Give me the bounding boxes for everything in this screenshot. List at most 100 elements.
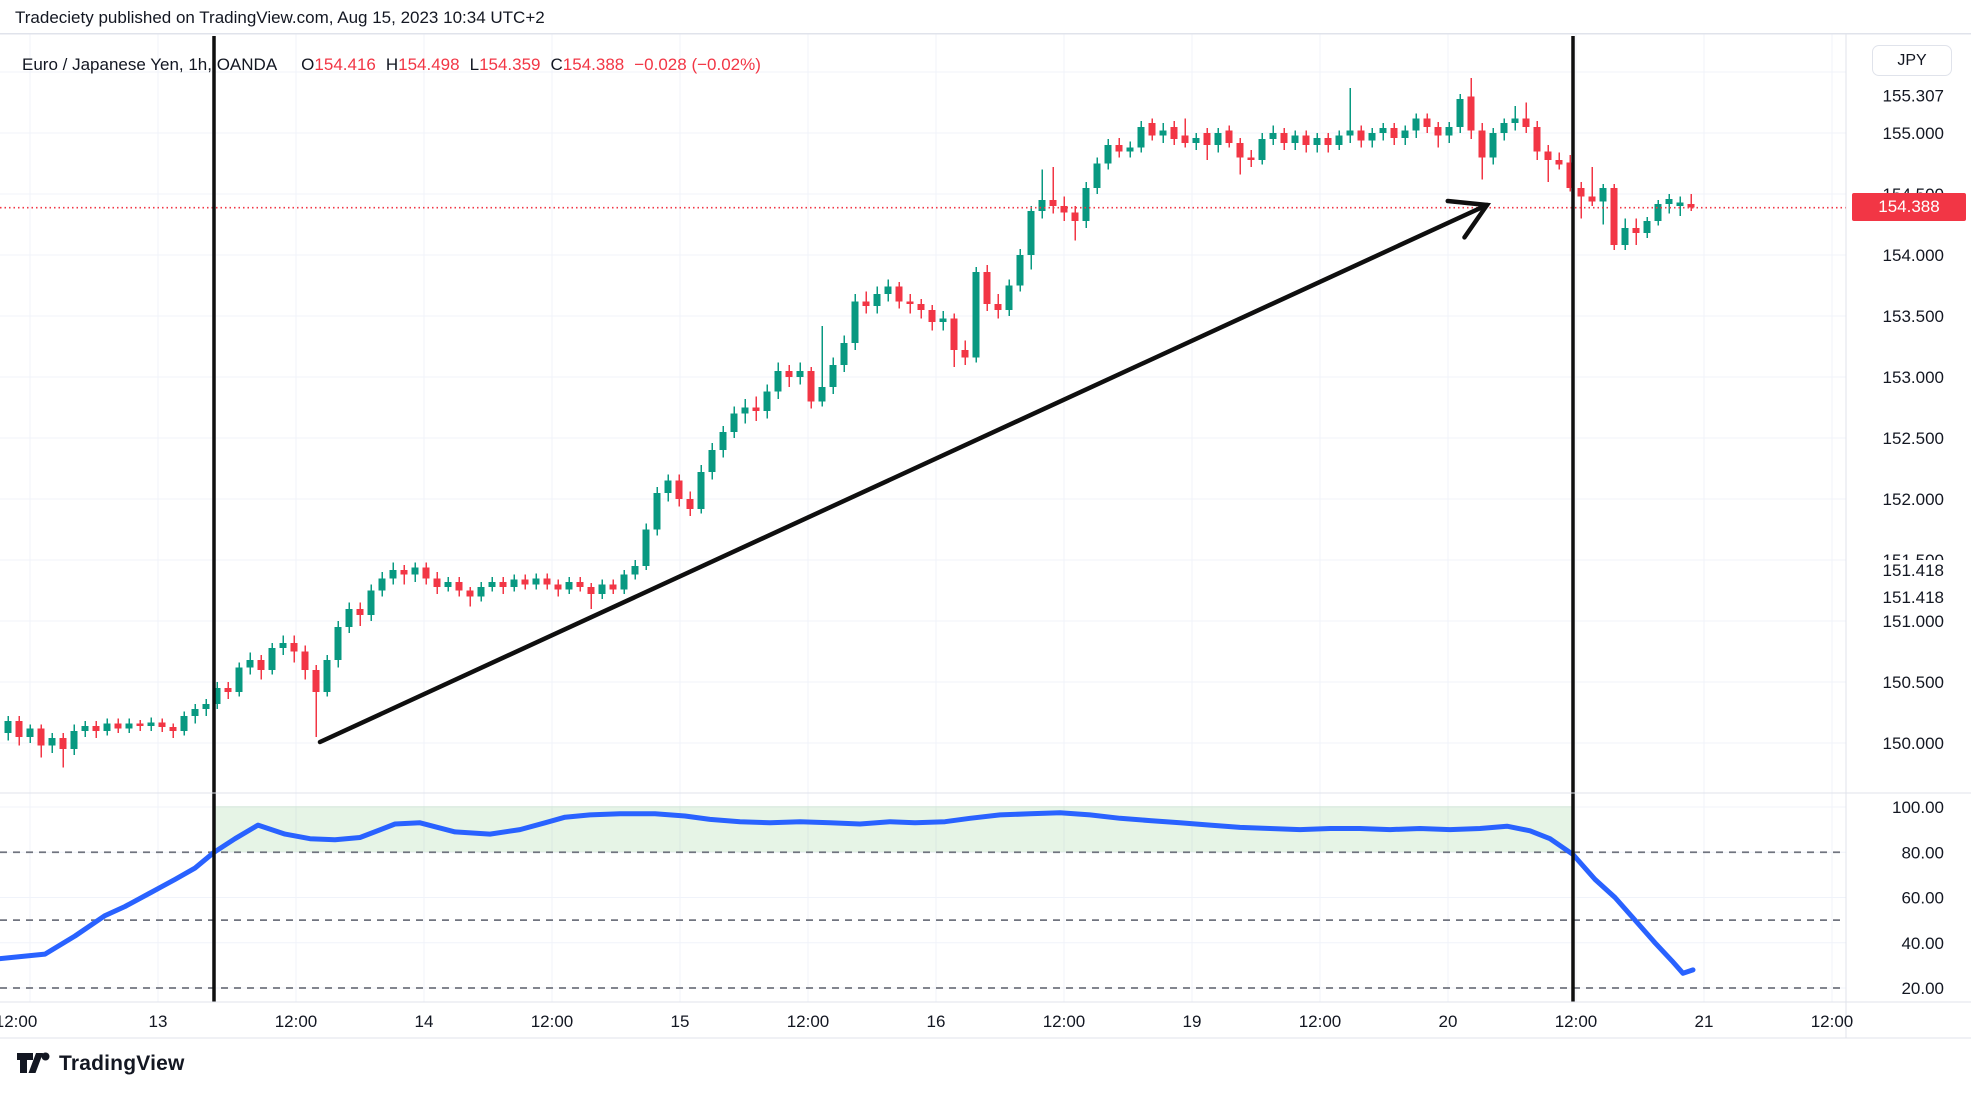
candle-body [48, 738, 56, 746]
price-axis-label: 152.500 [1883, 429, 1944, 448]
axis-label-bg [1850, 489, 1967, 509]
candle-body [455, 581, 463, 591]
candle-body [763, 391, 771, 412]
axis-label-bg [1850, 306, 1967, 326]
time-axis-label: 12:00 [1811, 1012, 1854, 1031]
oscillator-line [0, 810, 1696, 976]
candle-body [1599, 187, 1607, 202]
ohlc-high-label: H [385, 55, 399, 74]
candle-body [576, 581, 584, 587]
candle-body [136, 723, 144, 726]
candle-body [37, 728, 45, 746]
symbol-legend[interactable]: Euro / Japanese Yen, 1h, OANDA O154.416 H1… [22, 55, 761, 75]
candle-body [1588, 196, 1596, 202]
candle-body [829, 364, 837, 387]
candle-body [1280, 133, 1288, 143]
time-axis-label: 20 [1439, 1012, 1458, 1031]
candle-body [59, 738, 67, 750]
candle-body [1500, 123, 1508, 133]
oscillator-axis-label: 60.00 [1901, 889, 1944, 908]
candle-body [774, 370, 782, 392]
candle-body [675, 480, 683, 499]
candle-body [1566, 162, 1574, 188]
candle-body [862, 301, 870, 307]
candle-body [323, 660, 331, 692]
candle-body [1423, 118, 1431, 127]
candle-body [796, 370, 804, 377]
ohlc-low-value: 154.359 [479, 55, 541, 74]
candle-body [1654, 203, 1662, 221]
candle-body [1038, 200, 1046, 212]
tradingview-attribution[interactable]: TradingView [16, 1052, 185, 1076]
oscillator-axis-label: 100.00 [1892, 798, 1944, 817]
ohlc-high-value: 154.498 [398, 55, 460, 74]
candle-body [741, 407, 749, 414]
candle-body [70, 730, 78, 750]
candle-body [1214, 133, 1222, 146]
candle-body [807, 370, 815, 402]
candle-body [895, 286, 903, 302]
time-axis-label: 16 [927, 1012, 946, 1031]
candle-body [477, 586, 485, 597]
candle-body [631, 566, 639, 575]
candle-body [972, 272, 980, 358]
price-axis-label: 153.000 [1883, 368, 1944, 387]
candle-body [1236, 142, 1244, 158]
candle-body [1071, 212, 1079, 221]
axis-label-bg [1850, 367, 1967, 387]
price-axis-label: 150.500 [1883, 673, 1944, 692]
price-axis-label: 153.500 [1883, 307, 1944, 326]
ohlc-open-label: O [301, 55, 315, 74]
candle-body [411, 567, 419, 575]
candle-body [1445, 126, 1453, 136]
candle-body [1313, 137, 1321, 146]
candle-body [444, 581, 452, 587]
candle-body [543, 578, 551, 585]
candle-body [367, 590, 375, 615]
time-axis-label: 12:00 [0, 1012, 37, 1031]
candle-body [1082, 187, 1090, 221]
trend-arrow-line[interactable] [317, 202, 1490, 745]
symbol-title[interactable]: Euro / Japanese Yen, 1h, OANDA [22, 55, 278, 74]
candlestick-series [4, 78, 1695, 768]
candle-body [1093, 163, 1101, 188]
candle-body [125, 723, 133, 729]
candle-body [785, 370, 793, 377]
candle-body [873, 294, 881, 307]
publish-note-bar: Tradeciety published on TradingView.com,… [0, 0, 1971, 34]
candle-body [917, 303, 925, 310]
tradingview-logo-icon [17, 1052, 50, 1073]
candle-body [81, 725, 89, 731]
candle-body [290, 642, 298, 652]
candle-body [180, 716, 188, 731]
candle-body [1258, 139, 1266, 160]
time-axis-label: 14 [415, 1012, 434, 1031]
time-axis-label: 13 [149, 1012, 168, 1031]
candle-body [1335, 135, 1343, 146]
currency-axis-button[interactable]: JPY [1872, 45, 1952, 76]
candle-body [224, 688, 232, 692]
price-axis[interactable]: 155.307155.000154.500154.000153.500153.0… [1850, 85, 1967, 998]
axis-label-bg [1850, 245, 1967, 265]
candle-body [1137, 126, 1145, 148]
time-axis-label: 12:00 [1043, 1012, 1086, 1031]
ohlc-close-value: 154.388 [562, 55, 625, 74]
time-axis[interactable]: 12:00 13 12:00 14 12:00 15 12:00 16 12:00 19 12:00… [0, 1012, 1853, 1031]
ohlc-close-label: C [550, 55, 563, 74]
plot-area[interactable] [0, 34, 1846, 1002]
candle-body [708, 450, 716, 473]
price-axis-label: 151.418 [1883, 561, 1944, 580]
candle-body [103, 723, 111, 731]
candle-body [1478, 130, 1486, 158]
candle-body [1225, 130, 1233, 143]
time-axis-label: 19 [1183, 1012, 1202, 1031]
last-price-tag: 154.388 [1852, 193, 1966, 221]
time-axis-label: 21 [1695, 1012, 1714, 1031]
candle-body [400, 569, 408, 575]
candle-body [246, 660, 254, 668]
oscillator-axis-label: 80.00 [1901, 843, 1944, 862]
candle-body [1192, 137, 1200, 143]
candle-body [653, 492, 661, 530]
